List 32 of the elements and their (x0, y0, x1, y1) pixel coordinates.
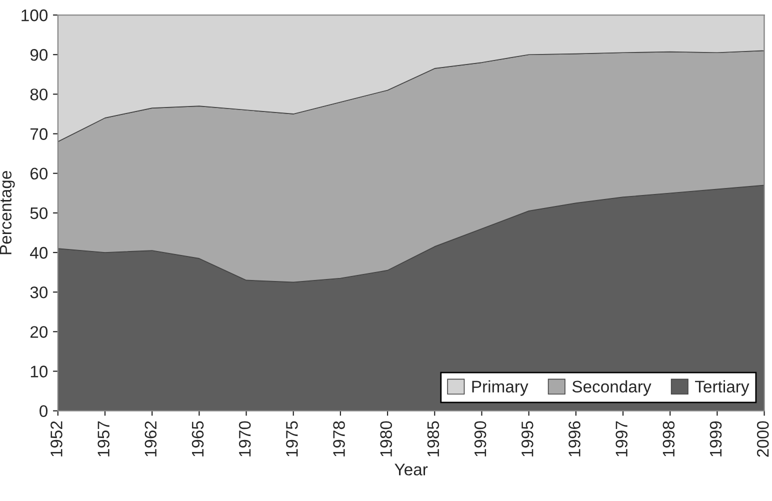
x-tick-label: 1975 (286, 421, 298, 456)
y-tick-label: 0 (40, 405, 48, 418)
x-axis-title: Year (394, 464, 428, 476)
x-tick-label: 1997 (616, 421, 628, 456)
y-tick-label: 80 (30, 88, 48, 100)
y-tick-label: 40 (30, 246, 48, 259)
x-tick-label: 1952 (50, 421, 62, 456)
y-tick-label: 50 (30, 207, 48, 220)
y-axis-title: Percentage (0, 171, 15, 254)
y-tick-label: 70 (30, 128, 48, 140)
x-tick-label: 1978 (333, 421, 345, 456)
x-tick-label: 1985 (427, 421, 440, 456)
x-tick-label: 1957 (98, 421, 110, 456)
x-tick-label: 1980 (380, 421, 392, 456)
x-tick-label: 1996 (568, 421, 580, 456)
y-tick-label: 20 (30, 326, 48, 338)
legend-label: Tertiary (695, 380, 750, 396)
y-tick-label: 30 (30, 286, 48, 298)
x-tick-label: 1995 (521, 421, 534, 456)
y-tick-label: 60 (30, 168, 48, 180)
y-tick-label: 100 (22, 9, 48, 22)
x-tick-label: 1998 (662, 421, 675, 456)
y-tick-label: 90 (30, 49, 48, 61)
legend-label: Secondary (572, 380, 652, 396)
legend-label: Primary (472, 380, 528, 396)
y-tick-label: 10 (30, 366, 48, 378)
x-tick-label: 1962 (144, 421, 157, 456)
x-tick-label: 1990 (474, 421, 486, 456)
x-tick-label: 1970 (238, 421, 251, 456)
x-tick-label: 1965 (192, 421, 204, 456)
x-tick-label: 1999 (710, 421, 722, 456)
x-tick-label: 2000 (756, 421, 769, 457)
